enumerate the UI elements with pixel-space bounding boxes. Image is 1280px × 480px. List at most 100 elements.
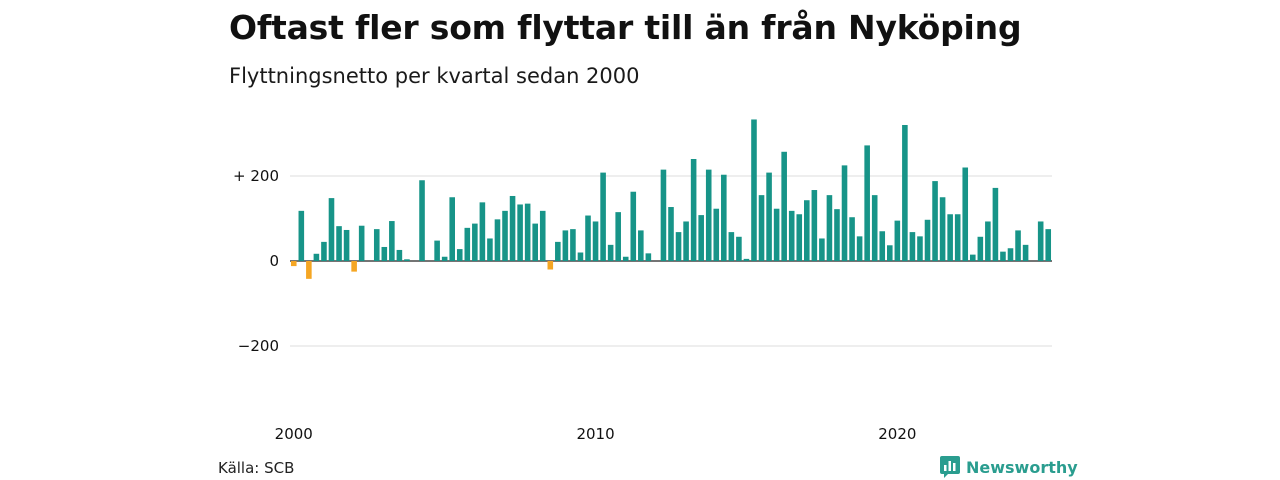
y-tick-label: −200 [238,337,279,355]
bar-2009K2 [570,229,576,262]
bar-2000K4 [313,253,320,261]
bar-2007K4 [524,203,531,262]
bar-2009K1 [562,230,569,261]
bar-2006K3 [487,238,493,261]
bar-2022K1 [954,214,961,261]
bar-2020K4 [917,236,923,261]
bar-2017K1 [804,200,810,261]
x-tick-label: 2010 [576,425,614,440]
bar-2006K2 [479,202,486,261]
brand-name: Newsworthy [966,457,1078,477]
newsworthy-logo-icon [940,456,960,478]
bar-2016K4 [796,214,803,261]
bar-2010K2 [600,172,606,261]
bar-2020K2 [902,125,908,261]
bar-2005K3 [456,249,463,261]
bar-2016K2 [781,151,787,261]
bar-2017K4 [826,195,833,262]
bar-2012K2 [660,169,667,262]
bar-2013K3 [698,215,704,261]
bar-2013K4 [705,169,712,262]
x-tick-label: 2020 [878,425,916,440]
bar-2023K3 [1000,251,1006,261]
bar-2014K2 [721,174,727,261]
source-note: Källa: SCB [218,459,295,477]
bar-2016K1 [773,208,780,261]
bar-2007K1 [502,210,508,261]
bar-2015K1 [743,258,750,262]
bar-2010K3 [607,244,614,261]
bar-2005K2 [449,197,455,261]
bar-2006K1 [472,223,478,261]
bar-2017K3 [819,238,825,261]
brand[interactable]: Newsworthy [940,456,1078,478]
bar-2001K2 [328,198,335,261]
bar-2025K1 [1045,229,1052,262]
bar-2001K1 [321,241,327,262]
bar-2013K1 [683,221,689,261]
bar-2018K4 [856,236,863,261]
bar-2022K3 [969,254,976,262]
bar-2014K1 [713,208,720,261]
bar-2018K3 [849,217,855,261]
bar-2021K4 [947,214,953,261]
bar-2019K4 [887,245,893,261]
bar-2023K1 [985,221,991,261]
bar-2024K2 [1022,244,1029,261]
bar-2001K3 [336,226,342,261]
bar-2023K4 [1007,248,1014,261]
bar-2017K2 [811,190,818,261]
bar-2018K2 [841,165,848,262]
bar-chart: + 200 0 −200 2000 2010 2020 [233,119,1052,440]
bar-2004K2 [419,180,425,261]
bar-2001K4 [343,229,350,261]
chart-title: Oftast fler som flyttar till än från Nyk… [229,8,1022,47]
bar-2002K1 [351,261,357,272]
bar-2012K4 [675,232,682,261]
bar-2007K3 [517,204,523,261]
bar-2024K1 [1015,230,1021,261]
bar-2011K2 [630,191,637,261]
bar-2000K3 [306,261,312,279]
bar-2016K3 [788,210,795,261]
bar-2014K4 [736,236,742,261]
bars [290,119,1052,279]
bar-2010K1 [592,221,599,261]
bar-2022K2 [962,167,969,261]
bar-2012K3 [668,207,674,262]
bar-2003K2 [389,221,395,261]
bar-2023K2 [992,187,999,261]
bar-2002K4 [373,229,380,262]
y-tick-label: + 200 [233,167,279,185]
bar-2011K1 [622,256,629,261]
bar-2008K1 [532,223,538,261]
bar-2021K1 [924,219,931,262]
chart-subtitle: Flyttningsnetto per kvartal sedan 2000 [229,64,640,88]
bar-2004K4 [434,240,440,261]
bar-2019K1 [864,145,870,261]
bar-2018K1 [834,209,840,261]
bar-2014K3 [728,232,735,261]
x-tick-label: 2000 [275,425,313,440]
bar-2008K3 [547,261,554,270]
bar-2015K4 [766,172,772,261]
bar-2005K4 [464,227,471,261]
axes: + 200 0 −200 2000 2010 2020 [233,167,916,440]
bar-2007K2 [509,195,516,261]
bar-2000K1 [290,261,297,267]
bar-2011K4 [645,253,652,261]
bar-2011K3 [638,230,644,261]
bar-2008K2 [539,210,546,261]
bar-2010K4 [615,212,621,262]
bar-2015K2 [751,119,757,261]
bar-2008K4 [555,241,561,262]
bar-2003K3 [396,249,403,261]
bar-2022K4 [977,236,984,261]
bar-2003K4 [404,259,410,261]
y-tick-label: 0 [269,252,279,270]
bar-2000K2 [298,210,305,261]
bar-2024K4 [1037,221,1044,261]
bar-2021K2 [932,181,938,261]
bar-2002K2 [358,225,365,261]
bar-2013K2 [690,159,697,261]
